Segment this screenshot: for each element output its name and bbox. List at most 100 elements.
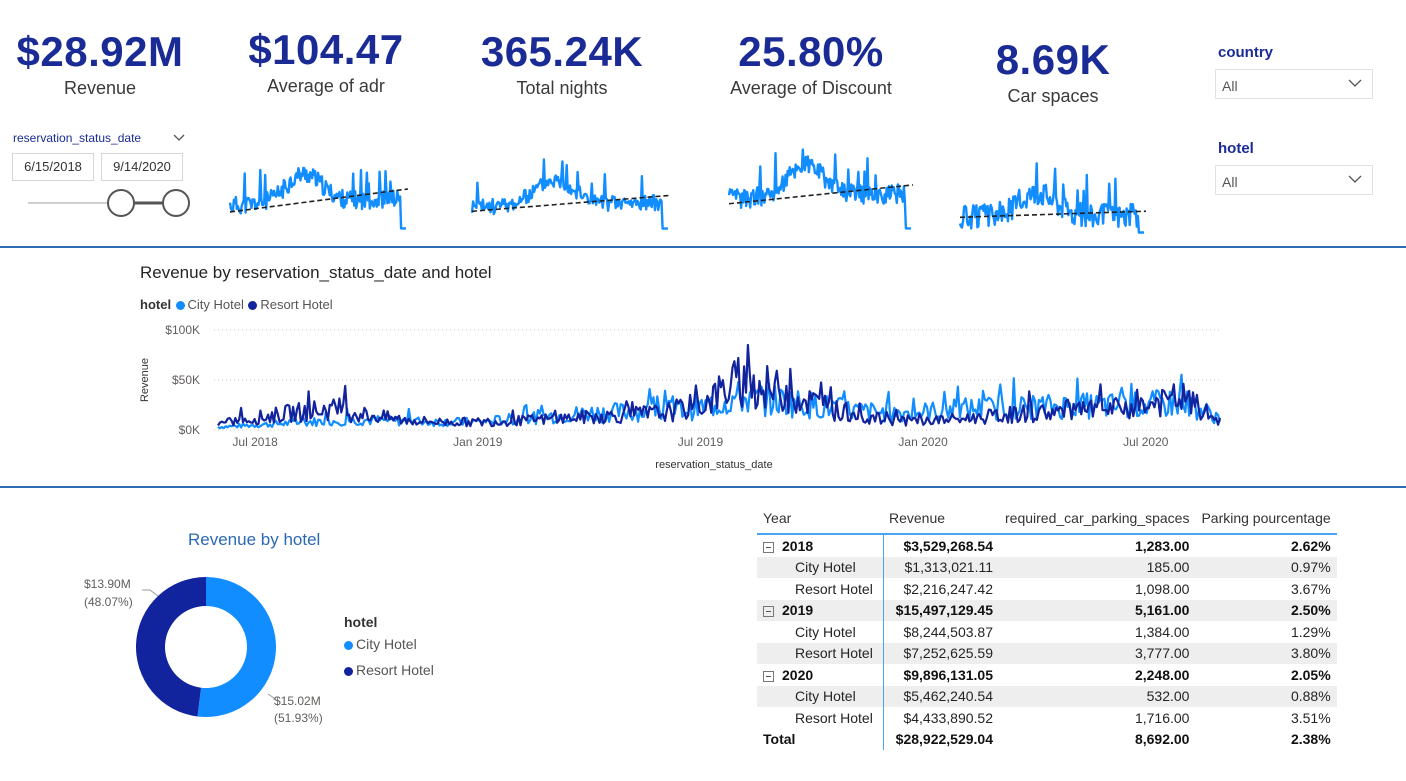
revenue-cell: $3,529,268.54 xyxy=(882,534,999,557)
table-row-hotel: Resort Hotel $4,433,890.52 1,716.00 3.51… xyxy=(757,707,1337,729)
column-header-parking-spaces[interactable]: required_car_parking_spaces xyxy=(999,503,1196,535)
kpi-label: Average of adr xyxy=(267,76,385,96)
legend-item-resort-hotel[interactable]: Resort Hotel xyxy=(248,297,333,312)
date-end-input[interactable]: 9/14/2020 xyxy=(101,153,183,181)
legend-dot xyxy=(175,301,185,311)
donut-legend: hotel City Hotel Resort Hotel xyxy=(344,614,434,678)
line-chart-legend: hotel City Hotel Resort Hotel xyxy=(140,296,333,314)
percentage-cell: 2.05% xyxy=(1290,666,1331,683)
sparkline-total-nights xyxy=(470,158,671,230)
line-chart-title: Revenue by reservation_status_date and h… xyxy=(140,263,492,282)
parking-cell: 1,283.00 xyxy=(1134,537,1190,554)
parking-cell: 3,777.00 xyxy=(999,642,1196,664)
data-label-city-pct: (51.93%) xyxy=(274,711,323,725)
hotel-slicer-title: hotel xyxy=(1218,140,1254,157)
percentage-cell: 0.97% xyxy=(1195,556,1337,578)
country-dropdown[interactable]: All xyxy=(1215,69,1373,99)
percentage-cell: 3.51% xyxy=(1290,709,1331,726)
row-label: Resort Hotel xyxy=(795,580,873,597)
x-tick-label: Jul 2020 xyxy=(1123,435,1169,449)
column-header-revenue[interactable]: Revenue xyxy=(883,503,999,535)
revenue-matrix-table: Year Revenue required_car_parking_spaces… xyxy=(757,503,1337,750)
hotel-dropdown[interactable]: All xyxy=(1215,165,1373,195)
data-label-resort-value: $13.90M xyxy=(84,577,131,591)
parking-cell: 1,384.00 xyxy=(1134,623,1190,640)
x-tick-label: Jan 2019 xyxy=(453,435,503,449)
y-tick-label: $100K xyxy=(165,323,200,337)
revenue-cell: $7,252,625.59 xyxy=(882,642,999,664)
kpi-value: 365.24K xyxy=(480,28,644,75)
legend-label: Resort Hotel xyxy=(356,662,434,678)
donut-title: Revenue by hotel xyxy=(188,530,321,549)
row-label: Resort Hotel xyxy=(757,642,883,664)
kpi-value: 8.69K xyxy=(995,36,1111,83)
revenue-donut-chart[interactable]: $15.02M (51.93%) $13.90M (48.07%) xyxy=(70,560,370,740)
row-label[interactable]: 2018 xyxy=(757,534,883,557)
table-row-hotel: Resort Hotel $2,216,247.42 1,098.00 3.67… xyxy=(757,578,1337,600)
parking-cell: 1,716.00 xyxy=(1134,709,1190,726)
kpi-label: Car spaces xyxy=(1007,86,1099,106)
legend-dot xyxy=(344,640,353,650)
data-label-city-value: $15.02M xyxy=(274,694,321,708)
revenue-line-chart[interactable]: $100K $50K $0K Jul 2018 Jan 2019 Jul 2019 Jan … xyxy=(130,316,1230,476)
parking-cell: 8,692.00 xyxy=(1134,731,1190,748)
percentage-cell: 3.80% xyxy=(1195,642,1337,664)
legend-label: City Hotel xyxy=(187,297,244,312)
percentage-cell: 2.38% xyxy=(1290,731,1331,748)
row-label: Total xyxy=(763,731,796,748)
revenue-cell: $15,497,129.45 xyxy=(882,599,999,621)
trend-line xyxy=(471,194,671,213)
sparkline-series xyxy=(958,162,1145,234)
country-dropdown-value: All xyxy=(1222,78,1238,94)
collapse-icon[interactable] xyxy=(763,670,774,682)
parking-cell: 1,098.00 xyxy=(1134,580,1190,597)
table-row-year: 2018 $3,529,268.54 1,283.00 2.62% xyxy=(757,534,1337,557)
collapse-icon[interactable] xyxy=(763,541,774,553)
y-tick-label: $0K xyxy=(179,423,200,437)
revenue-cell: $9,896,131.05 xyxy=(882,664,999,686)
data-label-resort-pct: (48.07%) xyxy=(84,595,133,609)
row-label: City Hotel xyxy=(795,623,856,640)
legend-item-resort-hotel[interactable]: Resort Hotel xyxy=(344,662,434,678)
date-start-input[interactable]: 6/15/2018 xyxy=(12,153,94,181)
x-tick-label: Jul 2019 xyxy=(678,435,724,449)
slider-handle-end[interactable] xyxy=(162,189,190,217)
revenue-cell: $28,922,529.04 xyxy=(882,728,999,750)
y-tick-label: $50K xyxy=(172,373,200,387)
row-label[interactable]: 2019 xyxy=(757,599,883,621)
chevron-down-icon xyxy=(1348,175,1362,183)
parking-cell: 5,161.00 xyxy=(999,599,1196,621)
slider-handle-start[interactable] xyxy=(107,189,135,217)
percentage-cell: 2.62% xyxy=(1290,537,1331,554)
row-label: Resort Hotel xyxy=(795,709,873,726)
percentage-cell: 1.29% xyxy=(1290,623,1331,640)
legend-item-city-hotel[interactable]: City Hotel xyxy=(344,636,434,652)
revenue-cell: $4,433,890.52 xyxy=(882,707,999,729)
chevron-down-icon[interactable] xyxy=(172,133,186,143)
trend-line xyxy=(728,184,914,205)
sparkline-car-spaces xyxy=(958,162,1147,234)
x-tick-label: Jul 2018 xyxy=(232,435,278,449)
column-header-year[interactable]: Year xyxy=(757,503,883,535)
x-axis-label: reservation_status_date xyxy=(655,459,772,471)
row-label[interactable]: 2020 xyxy=(757,664,883,686)
chevron-down-icon xyxy=(1348,79,1362,87)
collapse-icon[interactable] xyxy=(763,606,774,618)
kpi-value: $28.92M xyxy=(16,28,184,75)
kpi-label: Revenue xyxy=(63,78,137,98)
date-range-slider[interactable] xyxy=(26,188,196,220)
legend-item-city-hotel[interactable]: City Hotel xyxy=(175,297,244,312)
legend-label: Resort Hotel xyxy=(260,297,333,312)
donut-slice-city-hotel xyxy=(197,577,277,717)
hotel-dropdown-value: All xyxy=(1222,174,1238,190)
percentage-cell: 0.88% xyxy=(1195,685,1337,707)
sparkline-discount xyxy=(727,148,914,230)
kpi-total-nights: 365.24K Total nights xyxy=(472,28,652,99)
table-row-hotel: Resort Hotel $7,252,625.59 3,777.00 3.80… xyxy=(757,642,1337,664)
table-row-year: 2020 $9,896,131.05 2,248.00 2.05% xyxy=(757,664,1337,686)
column-header-parking-percentage[interactable]: Parking pourcentage xyxy=(1195,503,1337,535)
kpi-adr: $104.47 Average of adr xyxy=(236,26,416,97)
table-row-year: 2019 $15,497,129.45 5,161.00 2.50% xyxy=(757,599,1337,621)
revenue-cell: $8,244,503.87 xyxy=(882,621,999,643)
table-row-hotel: City Hotel $5,462,240.54 532.00 0.88% xyxy=(757,685,1337,707)
